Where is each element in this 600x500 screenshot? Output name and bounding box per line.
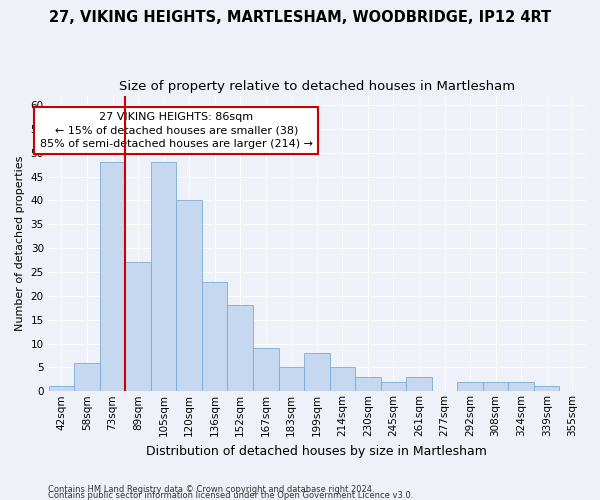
Bar: [49, 386, 74, 392]
Bar: [457, 382, 483, 392]
Bar: [176, 200, 202, 392]
Bar: [483, 382, 508, 392]
Text: 27, VIKING HEIGHTS, MARTLESHAM, WOODBRIDGE, IP12 4RT: 27, VIKING HEIGHTS, MARTLESHAM, WOODBRID…: [49, 10, 551, 25]
Text: 27 VIKING HEIGHTS: 86sqm
← 15% of detached houses are smaller (38)
85% of semi-d: 27 VIKING HEIGHTS: 86sqm ← 15% of detach…: [40, 112, 313, 148]
Bar: [202, 282, 227, 392]
Bar: [380, 382, 406, 392]
Bar: [278, 368, 304, 392]
Bar: [534, 386, 559, 392]
Text: Contains public sector information licensed under the Open Government Licence v3: Contains public sector information licen…: [48, 490, 413, 500]
Bar: [227, 306, 253, 392]
Bar: [74, 362, 100, 392]
Bar: [304, 353, 329, 392]
Bar: [508, 382, 534, 392]
Text: Contains HM Land Registry data © Crown copyright and database right 2024.: Contains HM Land Registry data © Crown c…: [48, 484, 374, 494]
Bar: [253, 348, 278, 392]
Y-axis label: Number of detached properties: Number of detached properties: [15, 156, 25, 331]
Bar: [355, 377, 380, 392]
Bar: [100, 162, 125, 392]
Bar: [151, 162, 176, 392]
X-axis label: Distribution of detached houses by size in Martlesham: Distribution of detached houses by size …: [146, 444, 487, 458]
Title: Size of property relative to detached houses in Martlesham: Size of property relative to detached ho…: [119, 80, 515, 93]
Bar: [406, 377, 432, 392]
Bar: [125, 262, 151, 392]
Bar: [329, 368, 355, 392]
